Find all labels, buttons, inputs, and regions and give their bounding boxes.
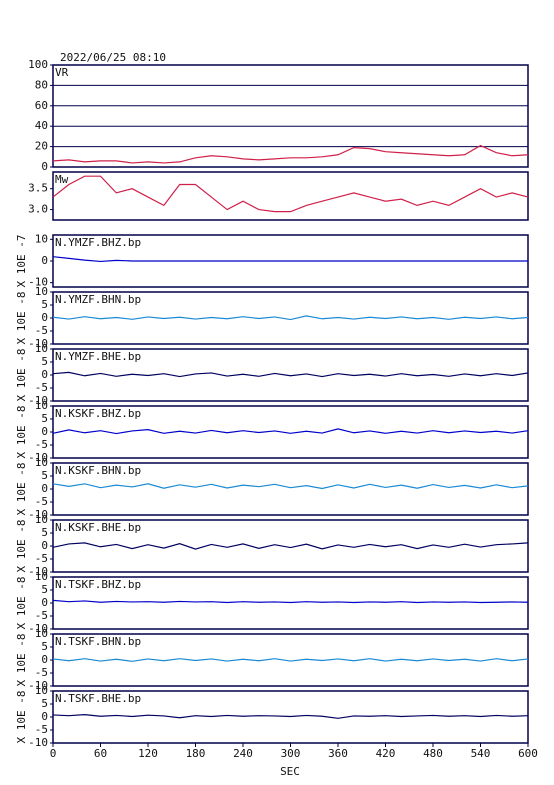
y-tick-label: 5 [41,697,48,710]
y-tick-label: -5 [35,381,48,394]
y-tick-label: 10 [35,684,48,697]
x-tick-label: 420 [376,747,396,760]
y-tick-label: 20 [35,140,48,153]
x-tick-label: 360 [328,747,348,760]
y-tick-label: -10 [28,679,48,692]
y-tick-label: 60 [35,99,48,112]
panel-label: VR [55,66,69,79]
series-line [52,599,529,604]
x-axis-label: SEC [280,765,300,778]
y-axis-label: X 10E -8 [15,292,28,345]
series-line [52,428,529,435]
y-tick-label: -10 [28,565,48,578]
y-tick-label: 3.5 [28,182,48,195]
y-tick-label: -10 [28,736,48,749]
y-tick-label: 10 [35,232,48,245]
series-line [52,256,528,263]
x-tick-label: 300 [281,747,301,760]
series-line [52,175,529,213]
y-tick-label: 0 [41,539,48,552]
y-tick-label: 10 [35,285,48,298]
series-line [52,315,529,321]
series-line [52,371,529,378]
y-axis-label: X 10E -8 [15,406,28,459]
y-tick-label: -10 [28,276,48,289]
x-tick-label: 480 [423,747,443,760]
y-tick-label: 5 [41,469,48,482]
y-tick-label: 80 [35,78,48,91]
x-tick-label: 60 [94,747,107,760]
y-tick-label: -10 [28,451,48,464]
y-tick-label: 0 [41,254,48,267]
y-axis-label: X 10E -8 [15,691,28,744]
y-tick-label: -5 [35,324,48,337]
y-tick-label: 10 [35,456,48,469]
y-tick-label: 0 [41,368,48,381]
y-tick-label: -5 [35,495,48,508]
panel-label: N.KSKF.BHN.bp [55,464,141,477]
panel-label: N.KSKF.BHE.bp [55,521,141,534]
y-tick-label: 5 [41,298,48,311]
y-tick-label: 5 [41,412,48,425]
y-tick-label: 0 [41,596,48,609]
y-tick-label: 10 [35,399,48,412]
y-tick-label: -10 [28,394,48,407]
y-tick-label: 0 [41,710,48,723]
y-tick-label: -5 [35,609,48,622]
x-tick-label: 240 [233,747,253,760]
y-tick-label: -10 [28,622,48,635]
panel-frame [52,171,529,221]
panel-label: N.KSKF.BHZ.bp [55,407,141,420]
panel-label: N.YMZF.BHE.bp [55,350,141,363]
series-line [52,542,529,550]
y-axis-label: X 10E -8 [15,463,28,516]
y-tick-label: 100 [28,58,48,71]
y-tick-label: 0 [41,311,48,324]
y-axis-label: X 10E -8 [15,577,28,630]
y-tick-label: 5 [41,640,48,653]
y-tick-label: 5 [41,355,48,368]
series-line [52,714,529,719]
y-tick-label: 10 [35,627,48,640]
panel-label: N.TSKF.BHE.bp [55,692,141,705]
y-tick-label: 3.0 [28,203,48,216]
x-tick-label: 180 [186,747,206,760]
x-tick-label: 120 [138,747,158,760]
y-tick-label: 10 [35,570,48,583]
y-tick-label: -5 [35,666,48,679]
panel-label: N.YMZF.BHN.bp [55,293,141,306]
y-tick-label: 0 [41,653,48,666]
panel-label: N.YMZF.BHZ.bp [55,236,141,249]
series-line [52,144,529,164]
panel-label: Mw [55,173,69,186]
y-axis-label: X 10E -7 [15,235,28,288]
y-tick-label: 40 [35,119,48,132]
series-line [52,483,529,490]
y-tick-label: 0 [41,160,48,173]
y-axis-label: X 10E -8 [15,634,28,687]
y-tick-label: 0 [41,425,48,438]
x-tick-label: 540 [471,747,491,760]
y-tick-label: 10 [35,513,48,526]
x-tick-label: 0 [50,747,57,760]
y-tick-label: -5 [35,552,48,565]
panel-label: N.TSKF.BHN.bp [55,635,141,648]
panel-frame [52,64,529,168]
y-tick-label: -5 [35,438,48,451]
y-tick-label: 5 [41,526,48,539]
y-tick-label: 0 [41,482,48,495]
x-tick-label: 600 [518,747,538,760]
y-tick-label: 5 [41,583,48,596]
y-tick-label: -10 [28,337,48,350]
y-axis-label: X 10E -8 [15,349,28,402]
y-axis-label: X 10E -8 [15,520,28,573]
series-line [52,658,529,662]
y-tick-label: -10 [28,508,48,521]
chart-title: 2022/06/25 08:10 [60,51,166,64]
panel-label: N.TSKF.BHZ.bp [55,578,141,591]
y-tick-label: 10 [35,342,48,355]
y-tick-label: -5 [35,723,48,736]
